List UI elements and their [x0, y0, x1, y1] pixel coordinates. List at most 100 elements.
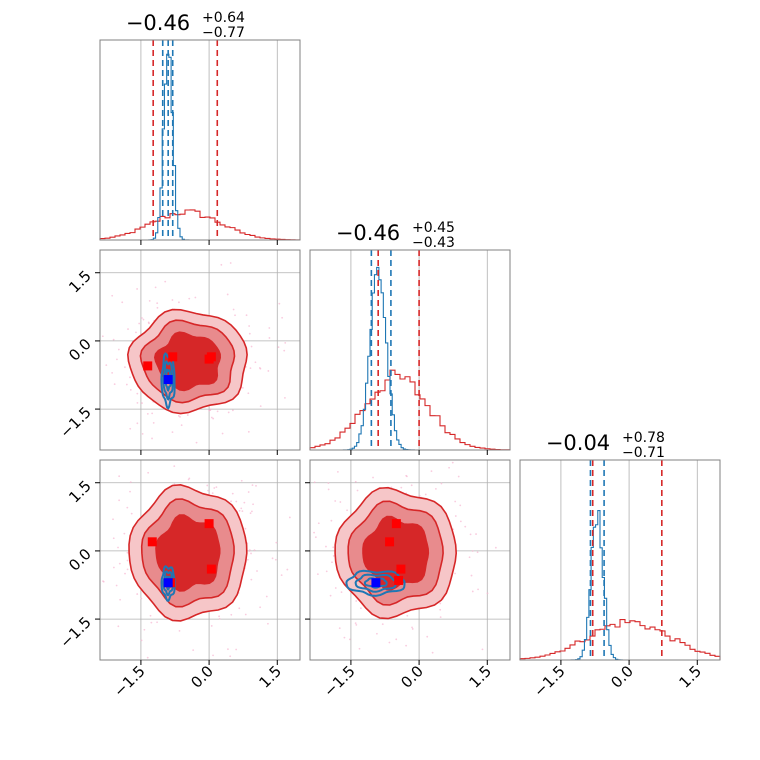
scatter-point — [278, 302, 281, 305]
scatter-point — [129, 481, 132, 484]
scatter-point — [230, 500, 232, 503]
scatter-point — [440, 482, 443, 485]
scatter-point — [221, 432, 224, 435]
scatter-point — [267, 370, 270, 372]
scatter-point — [448, 466, 450, 469]
scatter-point — [267, 622, 269, 625]
scatter-point — [430, 470, 433, 473]
scatter-point — [244, 613, 247, 616]
tick-label-x: 1.5 — [676, 662, 706, 692]
scatter-point — [126, 559, 129, 562]
scatter-point — [146, 412, 149, 415]
scatter-point — [171, 299, 174, 301]
scatter-point — [125, 383, 128, 386]
histogram-wide-p1 — [309, 369, 511, 451]
scatter-point — [207, 489, 209, 492]
marginal-p0 — [99, 40, 301, 241]
contour-narrow-2 — [162, 570, 174, 597]
scatter-point — [211, 492, 214, 495]
scatter-point — [123, 532, 126, 535]
scatter-point — [234, 314, 236, 317]
scatter-point — [247, 392, 250, 395]
scatter-point — [126, 551, 129, 554]
scatter-point — [418, 494, 421, 497]
marginal-p1 — [309, 250, 511, 451]
scatter-point — [178, 301, 180, 304]
scatter-point — [240, 479, 243, 482]
marker-wide — [391, 519, 401, 529]
title-median-p2: −0.04 — [546, 431, 610, 455]
scatter-point — [180, 424, 183, 427]
title-minus-p2: −0.71 — [622, 445, 665, 461]
scatter-point — [147, 321, 150, 324]
scatter-point — [459, 520, 462, 523]
scatter-point — [126, 506, 129, 509]
scatter-point — [154, 286, 157, 289]
scatter-point — [332, 555, 335, 557]
contour-narrow-3 — [160, 565, 176, 602]
scatter-point — [275, 541, 278, 544]
scatter-point — [454, 572, 456, 575]
tick-label-x: 0.0 — [607, 662, 637, 692]
scatter-point — [112, 537, 115, 540]
scatter-point — [142, 318, 145, 321]
scatter-point — [250, 578, 253, 581]
scatter-point — [195, 441, 198, 444]
marginal-frame-p2 — [519, 459, 721, 661]
scatter-point — [356, 489, 359, 492]
histogram-wide-p0 — [99, 209, 301, 241]
scatter-point — [235, 500, 238, 503]
scatter-point — [112, 518, 114, 521]
panel-frame-p0-p2 — [99, 459, 301, 661]
scatter-point — [210, 625, 213, 627]
scatter-point — [330, 519, 333, 522]
scatter-point — [232, 308, 235, 311]
scatter-point — [331, 561, 333, 564]
marker-wide — [206, 352, 216, 362]
scatter-point — [325, 570, 328, 573]
scatter-point — [112, 566, 115, 569]
scatter-point — [136, 593, 139, 595]
scatter-point — [339, 501, 342, 503]
scatter-point — [249, 367, 252, 370]
scatter-point — [156, 302, 159, 305]
scatter-point — [424, 493, 427, 496]
tick-label-y: 1.5 — [65, 267, 95, 297]
scatter-point — [316, 573, 319, 576]
scatter-point — [258, 367, 261, 369]
scatter-point — [248, 332, 251, 335]
scatter-point — [494, 546, 497, 549]
scatter-point — [178, 629, 181, 632]
scatter-point — [314, 536, 317, 539]
marker-narrow — [371, 578, 381, 588]
scatter-point — [381, 623, 384, 626]
contour-narrow-2 — [354, 573, 397, 593]
scatter-point — [116, 358, 118, 361]
scatter-point — [469, 533, 472, 536]
tick-label-x: 1.5 — [256, 662, 286, 692]
scatter-point — [265, 595, 268, 598]
scatter-point — [327, 488, 330, 491]
scatter-point — [354, 622, 357, 625]
scatter-point — [406, 614, 409, 617]
scatter-point — [117, 348, 120, 351]
scatter-point — [141, 432, 144, 435]
scatter-point — [212, 654, 214, 657]
scatter-point — [327, 482, 330, 485]
tick-label-x: −1.5 — [320, 662, 358, 700]
scatter-point — [188, 297, 191, 300]
scatter-point — [118, 499, 121, 502]
scatter-point — [127, 328, 129, 330]
marker-narrow — [163, 578, 173, 588]
scatter-point — [117, 546, 119, 549]
scatter-point — [284, 396, 286, 399]
scatter-point — [243, 501, 246, 504]
marginal-frame-p1 — [309, 249, 511, 451]
scatter-point — [376, 632, 378, 635]
scatter-point — [259, 606, 262, 609]
scatter-point — [346, 509, 348, 512]
scatter-point — [212, 417, 215, 420]
scatter-point — [148, 299, 151, 302]
title-plus-p2: +0.78 — [622, 430, 665, 446]
scatter-point — [113, 383, 116, 386]
